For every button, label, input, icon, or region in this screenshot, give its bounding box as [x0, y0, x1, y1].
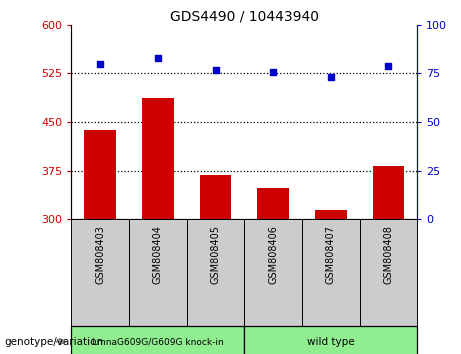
Point — [212, 67, 219, 72]
Bar — [71, 326, 244, 354]
Bar — [71, 219, 129, 326]
Text: GSM808406: GSM808406 — [268, 225, 278, 284]
Bar — [257, 188, 289, 219]
Text: GSM808404: GSM808404 — [153, 225, 163, 284]
Text: GSM808407: GSM808407 — [326, 225, 336, 284]
Bar — [360, 219, 417, 326]
Bar — [244, 219, 302, 326]
Bar — [84, 130, 116, 219]
Text: GSM808408: GSM808408 — [384, 225, 393, 284]
Title: GDS4490 / 10443940: GDS4490 / 10443940 — [170, 10, 319, 24]
Bar — [142, 98, 174, 219]
Bar — [244, 326, 417, 354]
Point — [327, 74, 334, 80]
Text: wild type: wild type — [307, 337, 355, 347]
Point — [269, 69, 277, 74]
Point — [97, 61, 104, 67]
Bar — [372, 166, 404, 219]
Bar — [302, 219, 360, 326]
Point — [384, 63, 392, 68]
Bar — [187, 219, 244, 326]
Text: GSM808405: GSM808405 — [211, 225, 220, 284]
Text: genotype/variation: genotype/variation — [5, 337, 104, 347]
Bar — [315, 210, 347, 219]
Point — [154, 55, 161, 61]
Text: GSM808403: GSM808403 — [95, 225, 105, 284]
Bar — [129, 219, 187, 326]
Bar — [200, 175, 231, 219]
Text: LmnaG609G/G609G knock-in: LmnaG609G/G609G knock-in — [92, 337, 224, 346]
